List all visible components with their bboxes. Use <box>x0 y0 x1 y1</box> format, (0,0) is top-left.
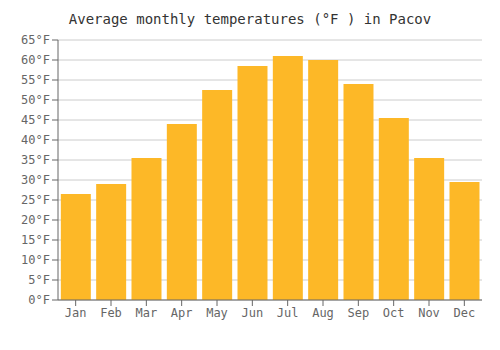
svg-text:Mar: Mar <box>135 306 157 320</box>
svg-text:5°F: 5°F <box>28 273 50 287</box>
svg-text:Jun: Jun <box>241 306 263 320</box>
svg-text:40°F: 40°F <box>21 133 50 147</box>
html-text:Average monthly temperatures (: Average monthly temperatures (°F ) in Pa… <box>68 11 432 27</box>
svg-text:May: May <box>206 306 228 320</box>
svg-text:55°F: 55°F <box>21 73 50 87</box>
svg-text:60°F: 60°F <box>21 53 50 67</box>
svg-text:35°F: 35°F <box>21 153 50 167</box>
svg-text:30°F: 30°F <box>21 173 50 187</box>
svg-text:65°F: 65°F <box>21 33 50 47</box>
svg-text:20°F: 20°F <box>21 213 50 227</box>
svg-text:Oct: Oct <box>383 306 405 320</box>
svg-text:50°F: 50°F <box>21 93 50 107</box>
svg-text:Jul: Jul <box>277 306 299 320</box>
svg-text:Feb: Feb <box>100 306 122 320</box>
svg-text:Apr: Apr <box>171 306 193 320</box>
svg-text:15°F: 15°F <box>21 233 50 247</box>
svg-text:45°F: 45°F <box>21 113 50 127</box>
svg-text:Aug: Aug <box>312 306 334 320</box>
svg-text:Sep: Sep <box>347 306 369 320</box>
svg-text:Dec: Dec <box>453 306 475 320</box>
svg-text:0°F: 0°F <box>28 293 50 307</box>
svg-text:10°F: 10°F <box>21 253 50 267</box>
svg-text:Jan: Jan <box>65 306 87 320</box>
svg-text:25°F: 25°F <box>21 193 50 207</box>
svg-text:Nov: Nov <box>418 306 440 320</box>
